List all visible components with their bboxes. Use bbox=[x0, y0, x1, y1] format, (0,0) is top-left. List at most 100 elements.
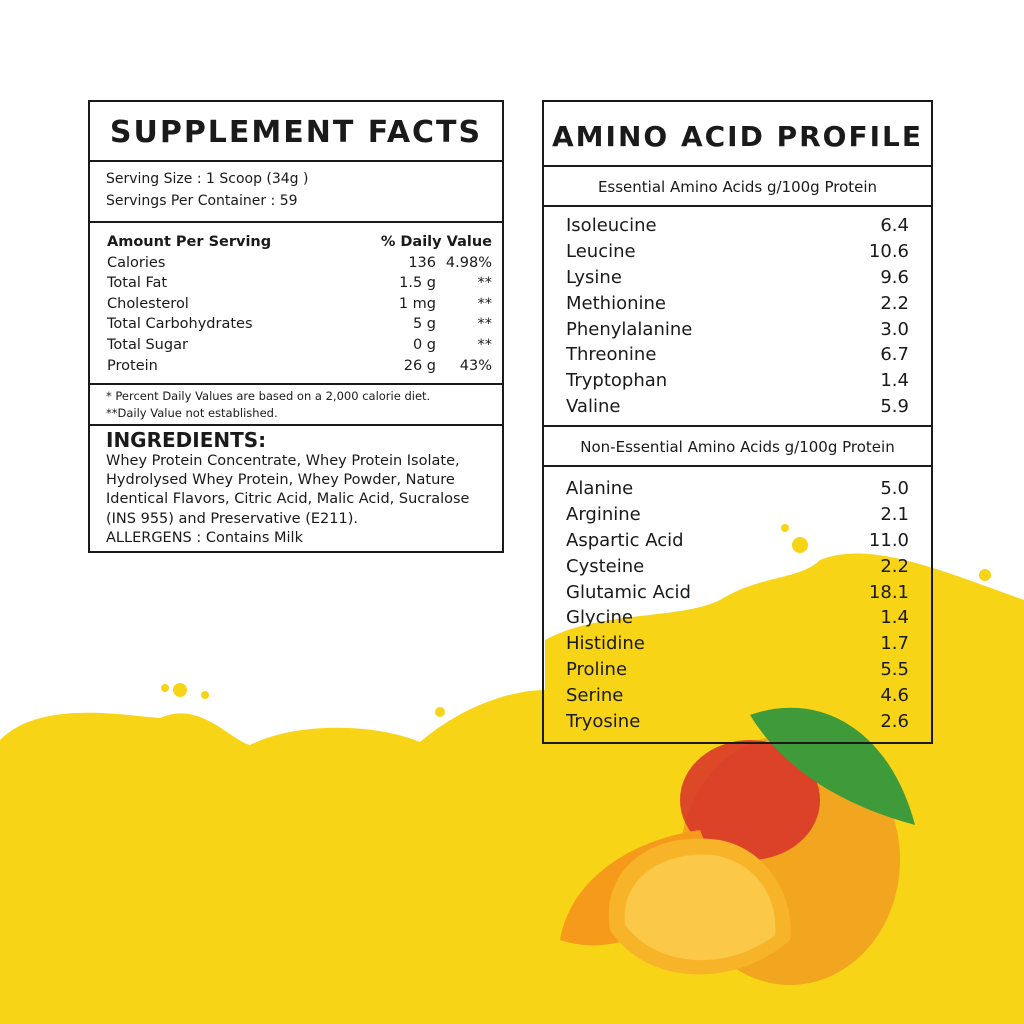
amino-acid-value: 10.6 bbox=[868, 240, 909, 262]
amino-acid-row: Serine 4.6 bbox=[566, 683, 909, 709]
amino-acid-name: Aspartic Acid bbox=[566, 529, 684, 551]
amino-acid-name: Methionine bbox=[566, 292, 666, 314]
ingredients-heading: INGREDIENTS: bbox=[106, 428, 267, 452]
nutrition-row: Total Fat 1.5 g ** bbox=[107, 273, 492, 294]
allergens-text: ALLERGENS : Contains Milk bbox=[106, 529, 303, 546]
amino-acid-value: 5.5 bbox=[880, 659, 909, 681]
nutrient-amount: 1 mg bbox=[398, 295, 436, 312]
amino-acid-name: Alanine bbox=[566, 478, 634, 499]
amino-acid-row: Methionine 2.2 bbox=[566, 291, 909, 317]
amino-acid-name: Lysine bbox=[566, 266, 622, 288]
amino-acid-name: Glutamic Acid bbox=[566, 581, 691, 603]
nutrition-row: Protein 26 g 43% bbox=[107, 356, 492, 377]
amino-acid-row: Lysine 9.6 bbox=[566, 265, 909, 291]
essential-amino-list: Isoleucine 6.4 Leucine 10.6 Lysine 9.6 Methion… bbox=[544, 207, 931, 427]
amino-acid-row: Cysteine 2.2 bbox=[566, 554, 909, 580]
amino-acid-value: 5.0 bbox=[880, 478, 909, 499]
amino-acid-name: Arginine bbox=[566, 503, 641, 525]
amino-acid-value: 2.2 bbox=[880, 292, 909, 314]
footnote-daily-values: * Percent Daily Values are based on a 2,… bbox=[106, 389, 431, 403]
nutrient-amount: 1.5 g bbox=[399, 275, 436, 292]
nutrient-amount: 136 bbox=[408, 254, 436, 271]
nutrition-row: Cholesterol 1 mg ** bbox=[107, 294, 492, 315]
amino-acid-row: Aspartic Acid 11.0 bbox=[566, 528, 909, 554]
nutrient-daily-value: ** bbox=[477, 275, 493, 292]
amino-acid-value: 4.6 bbox=[880, 685, 909, 707]
amino-acid-value: 6.4 bbox=[880, 215, 909, 236]
servings-per-container: Servings Per Container : 59 bbox=[106, 193, 298, 209]
nutrient-daily-value: 4.98% bbox=[445, 254, 492, 271]
amino-acid-name: Leucine bbox=[566, 240, 636, 262]
amino-acid-name: Valine bbox=[566, 396, 621, 418]
amino-acid-row: Isoleucine 6.4 bbox=[566, 213, 909, 239]
nutrient-daily-value: ** bbox=[477, 336, 493, 353]
ingredients-text: Whey Protein Concentrate, Whey Protein I… bbox=[106, 453, 470, 527]
amino-acid-row: Arginine 2.1 bbox=[566, 502, 909, 528]
amino-acid-name: Isoleucine bbox=[566, 215, 657, 236]
amino-acid-value: 6.7 bbox=[880, 344, 909, 366]
amino-acid-name: Phenylalanine bbox=[566, 318, 693, 340]
serving-size: Serving Size : 1 Scoop (34g ) bbox=[106, 171, 309, 187]
nutrient-amount: 26 g bbox=[403, 357, 436, 374]
footnotes: * Percent Daily Values are based on a 2,… bbox=[90, 385, 502, 426]
nutrition-row: Total Carbohydrates 5 g ** bbox=[107, 314, 492, 335]
amino-acid-name: Serine bbox=[566, 685, 624, 707]
orange-slices-image bbox=[560, 830, 791, 975]
ingredients-section: INGREDIENTS: Whey Protein Concentrate, W… bbox=[90, 426, 502, 548]
amino-acid-value: 1.4 bbox=[880, 607, 909, 629]
amino-acid-name: Tryptophan bbox=[566, 370, 668, 392]
amino-acid-row: Alanine 5.0 bbox=[566, 476, 909, 502]
nutrition-row: Total Sugar 0 g ** bbox=[107, 335, 492, 356]
non-essential-amino-list: Alanine 5.0 Arginine 2.1 Aspartic Acid 11.0 Cy… bbox=[544, 467, 931, 735]
amino-acid-value: 2.1 bbox=[880, 503, 909, 525]
amino-acid-row: Tryptophan 1.4 bbox=[566, 368, 909, 394]
amino-acid-name: Cysteine bbox=[566, 555, 645, 577]
amino-acid-value: 2.6 bbox=[880, 711, 909, 733]
nutrient-amount: 0 g bbox=[412, 336, 436, 353]
amino-acid-row: Leucine 10.6 bbox=[566, 239, 909, 265]
amino-acid-row: Phenylalanine 3.0 bbox=[566, 317, 909, 343]
amino-acid-value: 1.4 bbox=[880, 370, 909, 392]
supplement-facts-panel: SUPPLEMENT FACTS Serving Size : 1 Scoop … bbox=[88, 100, 504, 553]
serving-info: Serving Size : 1 Scoop (34g ) Servings P… bbox=[90, 162, 502, 223]
amino-acid-name: Threonine bbox=[566, 344, 657, 366]
nutrient-daily-value: ** bbox=[477, 316, 493, 333]
nutrition-table: Amount Per Serving % Daily Value Calorie… bbox=[90, 223, 502, 385]
amount-per-serving-header: Amount Per Serving bbox=[107, 234, 272, 250]
nutrient-name: Total Sugar bbox=[107, 336, 188, 353]
amino-profile-title: AMINO ACID PROFILE bbox=[544, 102, 931, 167]
amino-acid-value: 1.7 bbox=[880, 633, 909, 655]
nutrient-name: Calories bbox=[107, 254, 166, 271]
nutrient-name: Total Carbohydrates bbox=[107, 316, 253, 333]
amino-acid-value: 2.2 bbox=[880, 555, 909, 577]
amino-acid-value: 3.0 bbox=[880, 318, 909, 340]
amino-acid-name: Glycine bbox=[566, 607, 633, 629]
nutrient-name: Cholesterol bbox=[107, 295, 189, 312]
amino-acid-name: Histidine bbox=[566, 633, 645, 655]
daily-value-header: % Daily Value bbox=[380, 234, 492, 250]
supplement-facts-title: SUPPLEMENT FACTS bbox=[90, 102, 502, 162]
nutrient-daily-value: 43% bbox=[459, 357, 492, 374]
amino-acid-value: 11.0 bbox=[868, 529, 909, 551]
nutrition-row: Calories 136 4.98% bbox=[107, 253, 492, 274]
amino-acid-profile-panel: AMINO ACID PROFILE Essential Amino Acids… bbox=[542, 100, 933, 744]
essential-heading: Essential Amino Acids g/100g Protein bbox=[544, 167, 931, 207]
amino-acid-value: 9.6 bbox=[880, 266, 909, 288]
nutrient-name: Total Fat bbox=[107, 275, 168, 292]
nutrient-name: Protein bbox=[107, 357, 158, 374]
nutrition-header: Amount Per Serving % Daily Value bbox=[107, 232, 492, 253]
footnote-not-established: **Daily Value not established. bbox=[106, 406, 278, 420]
amino-acid-name: Tryosine bbox=[566, 711, 641, 733]
amino-acid-row: Threonine 6.7 bbox=[566, 342, 909, 368]
amino-acid-row: Proline 5.5 bbox=[566, 657, 909, 683]
nutrient-amount: 5 g bbox=[412, 316, 436, 333]
amino-acid-row: Valine 5.9 bbox=[566, 394, 909, 420]
non-essential-heading: Non-Essential Amino Acids g/100g Protein bbox=[544, 427, 931, 467]
amino-acid-row: Histidine 1.7 bbox=[566, 631, 909, 657]
amino-acid-row: Glutamic Acid 18.1 bbox=[566, 580, 909, 606]
amino-acid-value: 18.1 bbox=[868, 581, 909, 603]
amino-acid-value: 5.9 bbox=[880, 396, 909, 418]
amino-acid-row: Tryosine 2.6 bbox=[566, 709, 909, 735]
amino-acid-row: Glycine 1.4 bbox=[566, 605, 909, 631]
